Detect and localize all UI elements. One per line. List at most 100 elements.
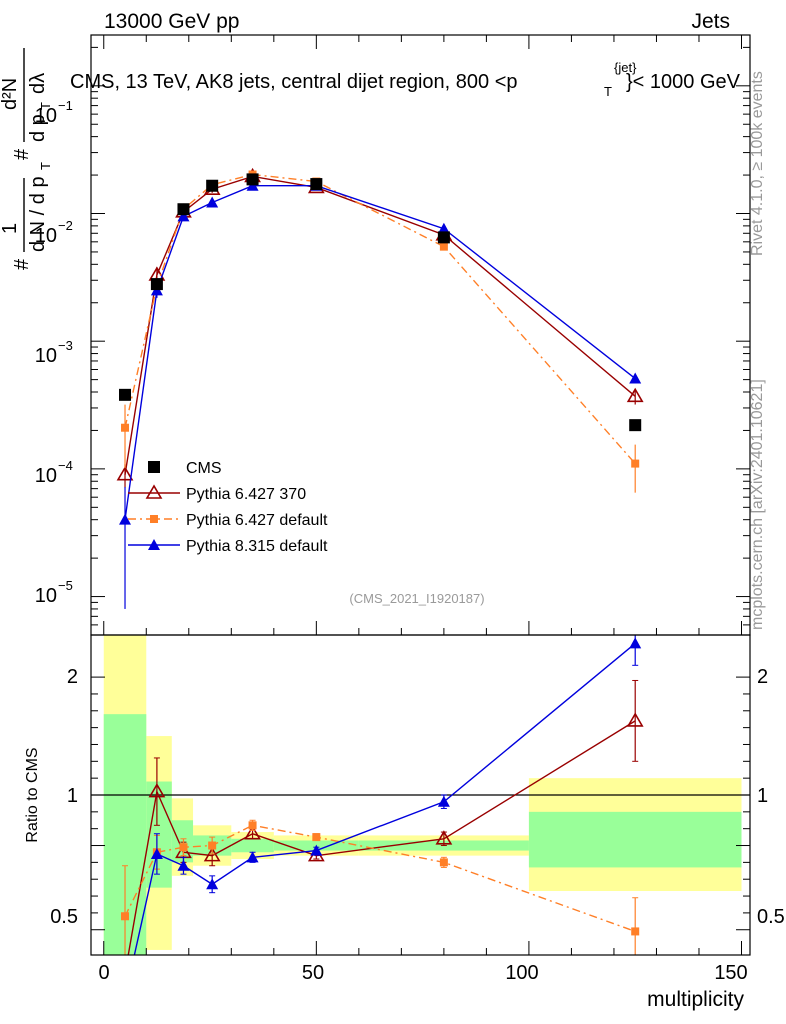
ytick-exp-4: −4	[58, 458, 73, 473]
cms-point-6	[437, 231, 450, 244]
ratio-point-s2-2	[179, 843, 188, 852]
axis-ticks	[91, 35, 750, 955]
ratio-point-s1-4	[244, 825, 261, 840]
legend-entry-2: Pythia 6.427 default	[128, 512, 328, 529]
ratio-axis-label: Ratio to CMS	[24, 747, 41, 842]
ratio-point-s2-6	[439, 858, 448, 867]
xtick-0: 0	[98, 962, 109, 984]
ytick-label-2: 10	[35, 225, 57, 247]
y-label-hash-2: #	[11, 148, 33, 160]
ratio-point-s2-4	[248, 821, 257, 830]
x-axis-label: multiplicity	[647, 988, 744, 1011]
main-point-s3-3	[206, 196, 219, 208]
plot-title: CMS, 13 TeV, AK8 jets, central dijet reg…	[70, 60, 741, 99]
main-point-s3-6	[437, 222, 450, 234]
ratio-point-s1-1	[148, 783, 166, 798]
ytick-label-5: 10	[35, 585, 57, 607]
main-point-s1-0	[116, 466, 134, 481]
y-label-hash-1: #	[11, 258, 33, 270]
ratio-point-s3-2	[177, 859, 190, 871]
ratio-point-s2-7	[631, 927, 640, 936]
main-point-s3-7	[629, 372, 642, 384]
cms-point-5	[310, 178, 323, 191]
legend-entry-3: Pythia 8.315 default	[128, 538, 328, 555]
title-main: CMS, 13 TeV, AK8 jets, central dijet reg…	[70, 71, 518, 93]
ratio-point-s3-5	[310, 844, 323, 856]
ratio-tick-right-1: 1	[757, 785, 768, 807]
ratio-tick-left-05: 0.5	[50, 906, 78, 928]
header-left: 13000 GeV pp	[104, 10, 239, 33]
cms-point-4	[246, 173, 259, 186]
legend-entry-1: Pythia 6.427 370	[128, 484, 306, 503]
cms-point-3	[206, 179, 219, 192]
ratio-point-s1-6	[435, 830, 453, 845]
ratio-point-s2-3	[208, 841, 217, 850]
cms-point-2	[177, 203, 190, 216]
main-line-series-2	[124, 173, 636, 465]
ratio-tick-left-1: 1	[67, 785, 78, 807]
ratio-line-series-1	[127, 720, 636, 955]
xtick-50: 50	[302, 962, 324, 984]
main-point-s3-0	[119, 513, 132, 525]
ratio-tick-labels: 2 1 0.5 2 1 0.5	[50, 666, 785, 928]
rivet-label: Rivet 4.1.0, ≥ 100k events	[749, 71, 766, 256]
main-line-series-3	[124, 185, 636, 520]
cms-band-green-1	[146, 781, 172, 888]
ratio-tick-right-05: 0.5	[757, 906, 785, 928]
legend-entry-0: CMS	[148, 460, 222, 477]
cms-point-0	[119, 388, 132, 401]
y-axis-label: # 1 d N / d p T # d²N d p T dλ	[0, 48, 53, 270]
legend-label-3: Pythia 8.315 default	[186, 538, 328, 555]
ratio-point-s3-1	[150, 847, 163, 859]
ratio-point-s3-4	[246, 851, 259, 863]
cms-band-green-7	[528, 811, 742, 868]
main-series-layer	[116, 167, 644, 609]
xtick-100: 100	[505, 962, 538, 984]
legend-label-0: CMS	[186, 460, 222, 477]
title-tail: }< 1000 GeV	[626, 71, 741, 93]
ytick-exp-2: −2	[58, 218, 73, 233]
ratio-point-s3-6	[437, 795, 450, 807]
y-tick-labels: 10 −1 10 −2 10 −3 10 −4 10 −5	[35, 98, 73, 607]
ratio-line-series-3	[133, 642, 636, 955]
legend-marker-2	[150, 515, 158, 523]
cms-point-1	[150, 278, 163, 291]
y-label-denominator-sub: T	[38, 162, 53, 170]
ratio-point-s3-3	[206, 878, 219, 890]
y-label-one: 1	[0, 223, 21, 234]
legend: CMS Pythia 6.427 370 Pythia 6.427 default P…	[128, 460, 328, 555]
ratio-point-s1-3	[203, 847, 221, 862]
ytick-label-4: 10	[35, 465, 57, 487]
y-label-denominator: d N / d p	[27, 176, 49, 252]
title-sub: T	[604, 84, 612, 99]
legend-marker-3	[148, 539, 160, 550]
ratio-line-series-2	[124, 824, 636, 933]
y-label-lower: d p	[27, 114, 49, 142]
ratio-point-s2-0	[121, 912, 130, 921]
mcplots-label: mcplots.cern.ch [arXiv:2401.10621]	[749, 379, 766, 630]
ytick-label-1: 10	[35, 105, 57, 127]
ratio-tick-right-2: 2	[757, 666, 768, 688]
ratio-tick-left-2: 2	[67, 666, 78, 688]
ytick-exp-5: −5	[58, 578, 73, 593]
ratio-series-layer	[119, 635, 644, 1002]
main-point-s3-2	[177, 210, 190, 222]
ratio-bands-layer	[103, 635, 742, 955]
ratio-point-s3-7	[629, 637, 642, 649]
header-right: Jets	[691, 10, 730, 33]
main-line-series-1	[124, 175, 636, 475]
y-label-numerator: d²N	[0, 78, 21, 110]
ratio-point-s3-0	[119, 991, 131, 1002]
y-label-lower-sub: T	[38, 102, 53, 110]
legend-label-1: Pythia 6.427 370	[186, 486, 306, 503]
ratio-point-s2-5	[312, 833, 321, 842]
x-tick-labels: 0 50 100 150	[98, 962, 747, 984]
analysis-id: (CMS_2021_I1920187)	[349, 591, 484, 606]
y-label-lower-tail: dλ	[27, 73, 49, 94]
legend-marker-1	[145, 484, 163, 499]
ytick-exp-3: −3	[58, 338, 73, 353]
cms-point-7	[629, 419, 642, 432]
main-point-s2-6	[439, 242, 448, 251]
ytick-label-3: 10	[35, 345, 57, 367]
